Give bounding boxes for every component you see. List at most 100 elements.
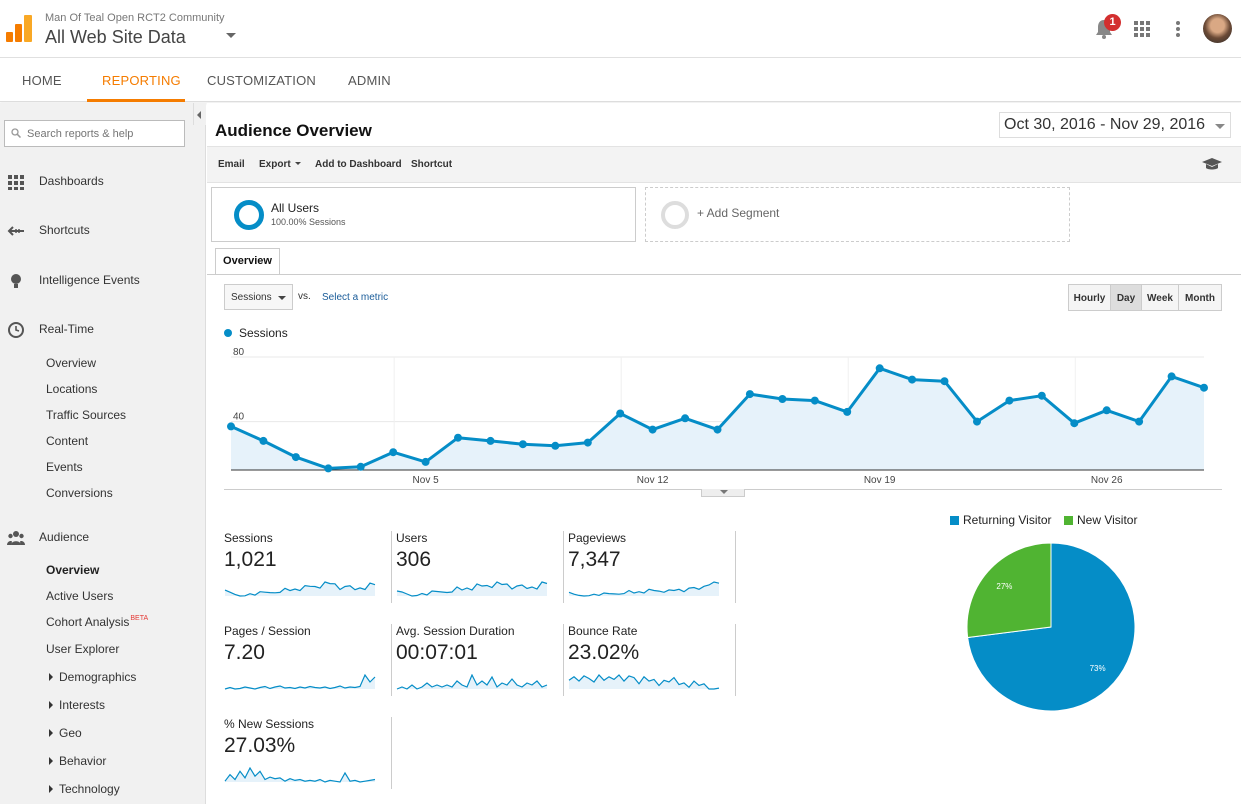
sidebar-audience-cohort-analysis[interactable]: Cohort AnalysisBETA	[46, 615, 148, 629]
analytics-logo-icon[interactable]	[6, 15, 32, 43]
sidebar-audience-active-users[interactable]: Active Users	[46, 589, 114, 603]
shortcut-button[interactable]: Shortcut	[411, 159, 453, 170]
main-nav: HOME REPORTING CUSTOMIZATION ADMIN	[0, 59, 1241, 102]
property-view-name[interactable]: All Web Site Data	[45, 27, 186, 47]
tab-reporting[interactable]: REPORTING	[102, 73, 181, 88]
export-button[interactable]: Export	[259, 159, 301, 170]
sessions-data-point[interactable]	[1005, 396, 1014, 405]
sessions-data-point[interactable]	[1102, 406, 1111, 415]
sessions-data-point[interactable]	[810, 396, 819, 405]
graduation-cap-icon[interactable]	[1202, 156, 1222, 172]
scorecard[interactable]: % New Sessions 27.03%	[224, 717, 392, 789]
search-input[interactable]	[27, 125, 177, 143]
more-vertical-icon[interactable]	[1174, 20, 1182, 38]
sessions-data-point[interactable]	[356, 462, 365, 471]
sidebar-realtime-overview[interactable]: Overview	[46, 356, 97, 370]
tab-customization[interactable]: CUSTOMIZATION	[207, 73, 317, 88]
add-segment-button[interactable]: + Add Segment	[645, 187, 1070, 242]
chart-resize-handle[interactable]	[701, 489, 745, 497]
scorecard-sparkline	[396, 581, 548, 597]
sessions-data-point[interactable]	[713, 425, 722, 434]
sessions-legend-label: Sessions	[239, 326, 288, 340]
sessions-data-point[interactable]	[1070, 419, 1079, 428]
sessions-data-point[interactable]	[486, 436, 495, 445]
granularity-month-button[interactable]: Month	[1178, 284, 1222, 311]
sessions-data-point[interactable]	[421, 457, 430, 466]
sessions-data-point[interactable]	[843, 407, 852, 416]
sidebar-audience-interests[interactable]: Interests	[46, 698, 105, 712]
sparkline-line	[396, 674, 548, 690]
sessions-data-point[interactable]	[324, 464, 333, 473]
sidebar-realtime-content[interactable]: Content	[46, 434, 89, 448]
scorecard[interactable]: Avg. Session Duration 00:07:01	[396, 624, 564, 696]
pie-slice[interactable]	[966, 542, 1052, 639]
sidebar-audience-behavior[interactable]: Behavior	[46, 754, 106, 768]
scorecard[interactable]: Pages / Session 7.20	[224, 624, 392, 696]
sessions-data-point[interactable]	[1037, 391, 1046, 400]
sidebar-realtime-locations[interactable]: Locations	[46, 382, 98, 396]
sessions-data-point[interactable]	[259, 436, 268, 445]
collapse-sidebar-button[interactable]	[193, 103, 206, 125]
scorecard[interactable]: Pageviews 7,347	[568, 531, 736, 603]
add-to-dashboard-button[interactable]: Add to Dashboard	[315, 159, 402, 170]
scorecard-metric-value: 7.20	[224, 641, 265, 664]
sessions-data-point[interactable]	[551, 441, 560, 450]
sessions-data-point[interactable]	[518, 440, 527, 449]
sessions-data-point[interactable]	[1135, 417, 1144, 426]
date-range-picker[interactable]: Oct 30, 2016 - Nov 29, 2016	[999, 112, 1231, 138]
sessions-data-point[interactable]	[778, 395, 787, 403]
sessions-data-point[interactable]	[583, 438, 592, 447]
property-dropdown-caret-icon[interactable]	[226, 33, 236, 38]
sidebar-realtime-events[interactable]: Events	[46, 460, 83, 474]
sidebar-audience-demographics[interactable]: Demographics	[46, 670, 136, 684]
sidebar-audience-user-explorer[interactable]: User Explorer	[46, 642, 120, 656]
x-tick-label: Nov 5	[413, 475, 440, 486]
sessions-data-point[interactable]	[973, 417, 981, 426]
sessions-data-point[interactable]	[908, 375, 917, 384]
tab-overview[interactable]: Overview	[215, 248, 280, 275]
sessions-data-point[interactable]	[745, 390, 754, 399]
sidebar-audience-geo[interactable]: Geo	[46, 726, 82, 740]
sidebar-audience-technology[interactable]: Technology	[46, 782, 120, 796]
tab-home[interactable]: HOME	[22, 73, 62, 88]
x-tick-label: Nov 19	[864, 475, 896, 486]
sidebar-audience-overview[interactable]: Overview	[46, 563, 100, 577]
metric-select[interactable]: Sessions	[224, 284, 293, 310]
sessions-data-point[interactable]	[616, 409, 625, 418]
sidebar-item-realtime[interactable]: Real-Time	[0, 319, 200, 341]
sidebar-realtime-traffic-sources[interactable]: Traffic Sources	[46, 408, 127, 422]
select-metric-link[interactable]: Select a metric	[322, 292, 389, 303]
sessions-data-point[interactable]	[1200, 383, 1208, 392]
granularity-hourly-button[interactable]: Hourly	[1068, 284, 1111, 311]
scorecard[interactable]: Bounce Rate 23.02%	[568, 624, 736, 696]
email-button[interactable]: Email	[218, 159, 245, 170]
expand-triangle-icon	[49, 785, 53, 793]
sidebar-realtime-conversions[interactable]: Conversions	[46, 486, 113, 500]
tab-admin[interactable]: ADMIN	[348, 73, 391, 88]
sidebar-item-audience[interactable]: Audience	[0, 527, 200, 549]
granularity-day-button[interactable]: Day	[1110, 284, 1142, 311]
sparkline-line	[224, 581, 376, 597]
sidebar-item-intelligence-events[interactable]: Intelligence Events	[0, 270, 200, 292]
sidebar-item-dashboards[interactable]: Dashboards	[0, 171, 200, 193]
account-name[interactable]: Man Of Teal Open RCT2 Community	[45, 12, 225, 24]
sessions-data-point[interactable]	[227, 422, 235, 431]
sessions-data-point[interactable]	[1167, 372, 1176, 381]
sessions-data-point[interactable]	[291, 453, 300, 462]
sidebar-item-shortcuts[interactable]: Shortcuts	[0, 220, 200, 242]
notification-count-badge[interactable]: 1	[1104, 14, 1121, 31]
user-avatar[interactable]	[1203, 14, 1232, 43]
scorecard[interactable]: Users 306	[396, 531, 564, 603]
granularity-week-button[interactable]: Week	[1141, 284, 1179, 311]
search-reports-box	[4, 120, 185, 147]
sessions-data-point[interactable]	[648, 425, 657, 434]
segment-all-users[interactable]: All Users 100.00% Sessions	[211, 187, 636, 242]
sessions-data-point[interactable]	[389, 448, 398, 457]
sessions-data-point[interactable]	[681, 414, 690, 423]
sessions-data-point[interactable]	[940, 377, 949, 386]
scorecard[interactable]: Sessions 1,021	[224, 531, 392, 603]
sessions-data-point[interactable]	[454, 433, 462, 442]
sparkline-area	[569, 675, 719, 689]
sessions-data-point[interactable]	[875, 364, 884, 373]
apps-grid-icon[interactable]	[1134, 21, 1150, 37]
